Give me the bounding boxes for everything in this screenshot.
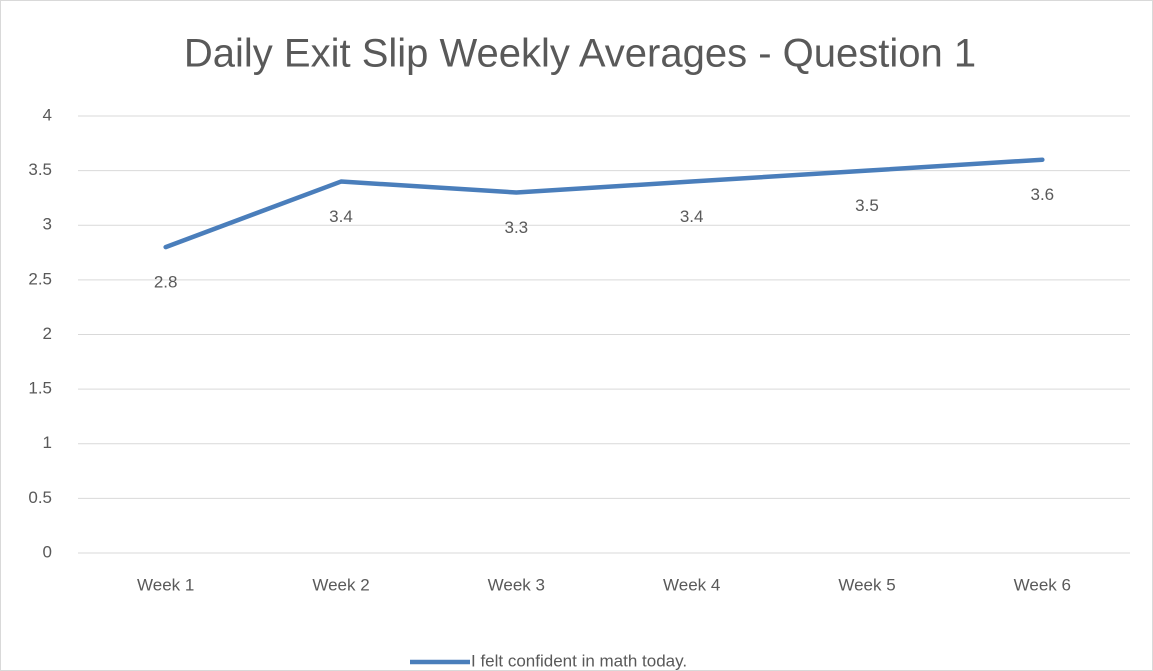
data-label: 3.4 bbox=[329, 207, 353, 226]
y-tick-label: 3 bbox=[43, 215, 52, 234]
legend-label: I felt confident in math today. bbox=[471, 651, 687, 670]
data-label: 3.4 bbox=[680, 207, 704, 226]
x-tick-label: Week 6 bbox=[1014, 575, 1071, 594]
data-label: 3.6 bbox=[1031, 185, 1055, 204]
chart-title: Daily Exit Slip Weekly Averages - Questi… bbox=[184, 32, 976, 76]
series-line bbox=[163, 157, 1045, 250]
x-tick-label: Week 3 bbox=[488, 575, 545, 594]
data-label: 2.8 bbox=[154, 273, 178, 292]
x-tick-label: Week 5 bbox=[838, 575, 895, 594]
data-label: 3.3 bbox=[505, 218, 529, 237]
y-tick-label: 0.5 bbox=[28, 488, 52, 507]
y-tick-label: 3.5 bbox=[28, 160, 52, 179]
y-tick-label: 1 bbox=[43, 433, 52, 452]
y-tick-label: 2.5 bbox=[28, 269, 52, 288]
x-tick-label: Week 4 bbox=[663, 575, 720, 594]
y-tick-label: 2 bbox=[43, 324, 52, 343]
y-tick-label: 1.5 bbox=[28, 379, 52, 398]
data-label: 3.5 bbox=[855, 196, 879, 215]
x-tick-label: Week 2 bbox=[312, 575, 369, 594]
x-tick-label: Week 1 bbox=[137, 575, 194, 594]
y-tick-label: 4 bbox=[43, 105, 52, 124]
y-tick-label: 0 bbox=[43, 542, 52, 561]
